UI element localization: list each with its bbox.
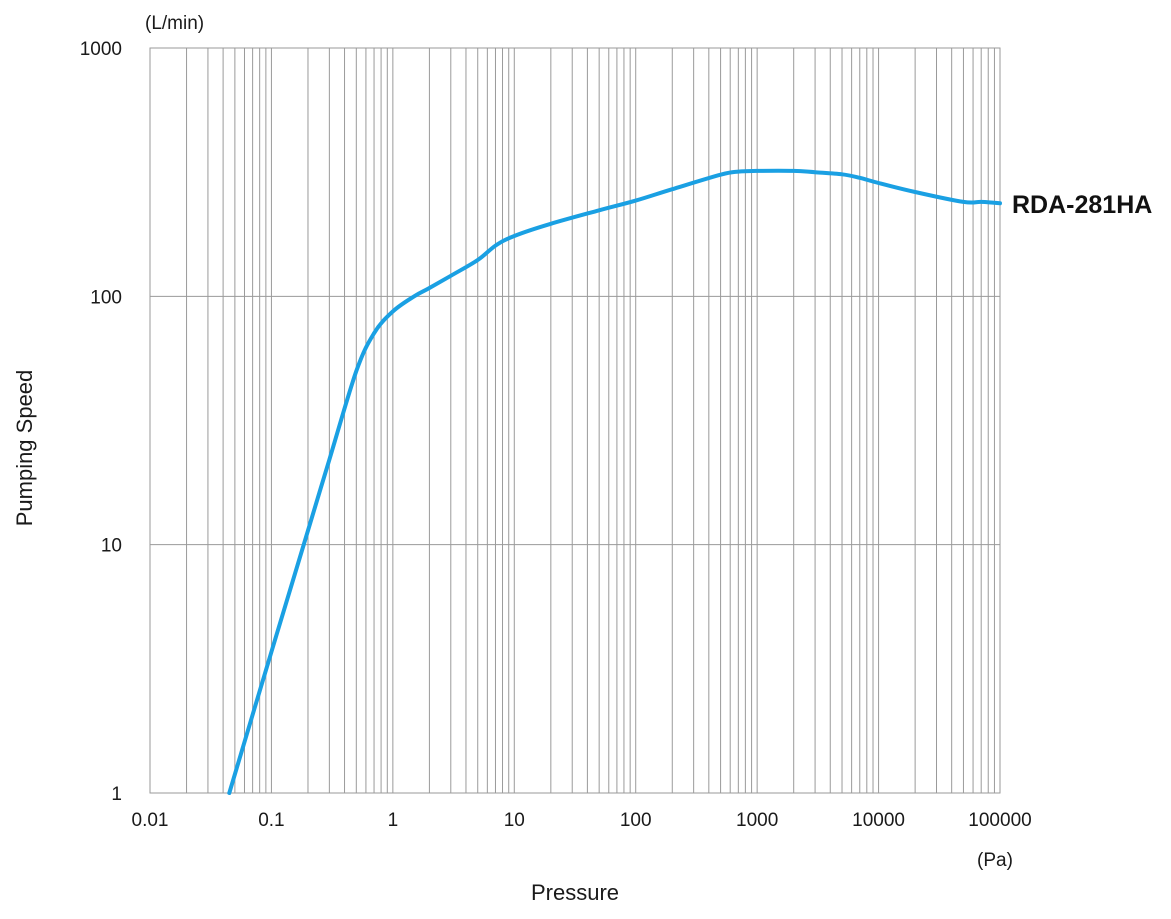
y-tick-label: 1000 — [80, 39, 122, 60]
plot-frame — [149, 47, 1001, 794]
y-tick-label: 100 — [90, 287, 122, 308]
x-tick-labels: 0.01 0.1 1 10 100 1000 10000 100000 — [132, 810, 1032, 831]
x-unit-label: (Pa) — [977, 850, 1013, 871]
y-tick-labels: 1 10 100 1000 — [80, 39, 122, 805]
y-axis-title: Pumping Speed — [12, 370, 37, 527]
y-tick-label: 1 — [111, 784, 122, 805]
y-tick-label: 10 — [101, 536, 122, 557]
y-unit-label: (L/min) — [145, 13, 204, 34]
x-tick-label: 0.1 — [258, 810, 284, 831]
x-tick-label: 10000 — [852, 810, 905, 831]
x-tick-label: 1000 — [736, 810, 778, 831]
series-label: RDA-281HA — [1012, 191, 1152, 219]
x-tick-label: 100 — [620, 810, 652, 831]
series-line — [227, 168, 1002, 795]
series-curves — [227, 168, 1002, 795]
x-tick-label: 0.01 — [132, 810, 169, 831]
x-tick-label: 1 — [388, 810, 399, 831]
grid — [149, 47, 1000, 794]
x-tick-label: 10 — [504, 810, 525, 831]
x-tick-label: 100000 — [968, 810, 1031, 831]
x-axis-title: Pressure — [531, 880, 619, 905]
